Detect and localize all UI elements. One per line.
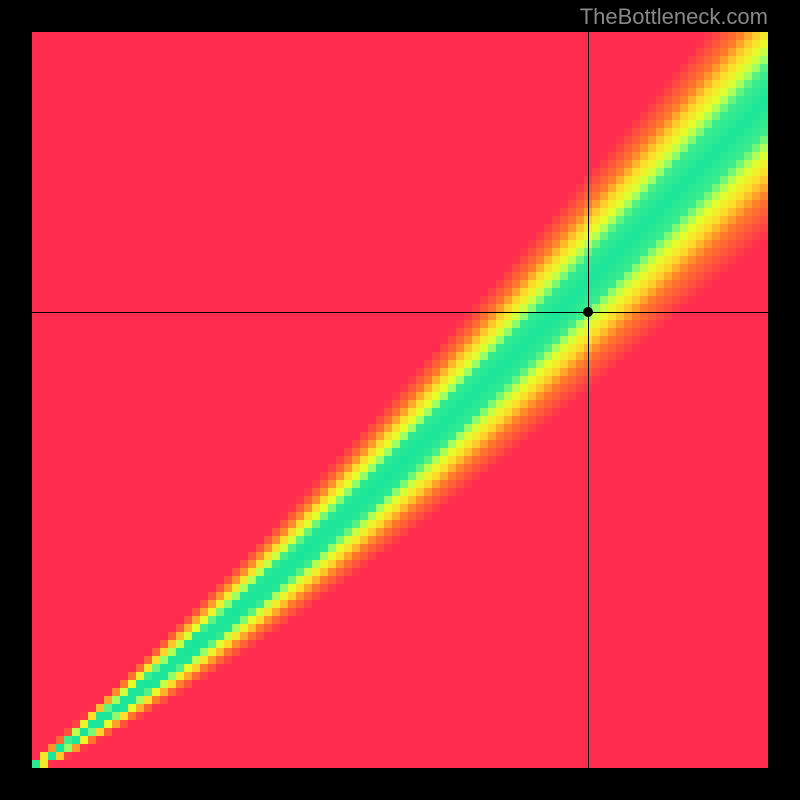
data-point-marker — [583, 307, 593, 317]
bottleneck-heatmap — [32, 32, 768, 768]
crosshair-horizontal — [32, 312, 768, 313]
heatmap-canvas — [32, 32, 768, 768]
attribution-text: TheBottleneck.com — [580, 4, 768, 30]
crosshair-vertical — [588, 32, 589, 768]
